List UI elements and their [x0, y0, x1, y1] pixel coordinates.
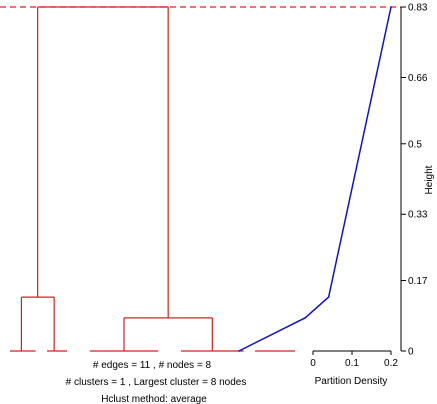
- height-tick-label-0: 0: [408, 347, 414, 358]
- stats-hclust-method: Hclust method: average: [101, 394, 207, 404]
- height-axis-label: Height: [424, 165, 435, 194]
- merge-1: [123, 317, 213, 351]
- density-point-3: [390, 6, 392, 8]
- height-tick-label-5: 0.83: [408, 3, 428, 14]
- stats-clusters: # clusters = 1 , Largest cluster = 8 nod…: [66, 377, 247, 388]
- partition-density-label: Partition Density: [315, 376, 388, 387]
- dendrogram: [10, 6, 295, 352]
- density-point-2: [327, 296, 330, 298]
- height-tick-label-4: 0.66: [408, 73, 428, 84]
- stats-edges-nodes: # edges = 11 , # nodes = 8: [93, 360, 212, 371]
- height-tick-label-3: 0.5: [408, 139, 422, 150]
- merge-0: [20, 296, 55, 351]
- height-axis: 0 0.17 0.33 0.5 0.66 0.83: [400, 3, 428, 358]
- density-point-0: [238, 350, 240, 352]
- density-point-1: [304, 317, 307, 319]
- height-tick-label-2: 0.33: [408, 210, 428, 221]
- density-line: [238, 6, 392, 352]
- partition-density-axis: 0 0.1 0.2: [310, 350, 398, 369]
- density-tick-label-1: 0.1: [345, 358, 359, 369]
- density-tick-label-2: 0.2: [384, 358, 398, 369]
- height-tick-label-1: 0.17: [408, 276, 428, 287]
- merge-2: [37, 6, 169, 318]
- density-tick-label-0: 0: [310, 358, 316, 369]
- partition-density-curve: [238, 6, 392, 352]
